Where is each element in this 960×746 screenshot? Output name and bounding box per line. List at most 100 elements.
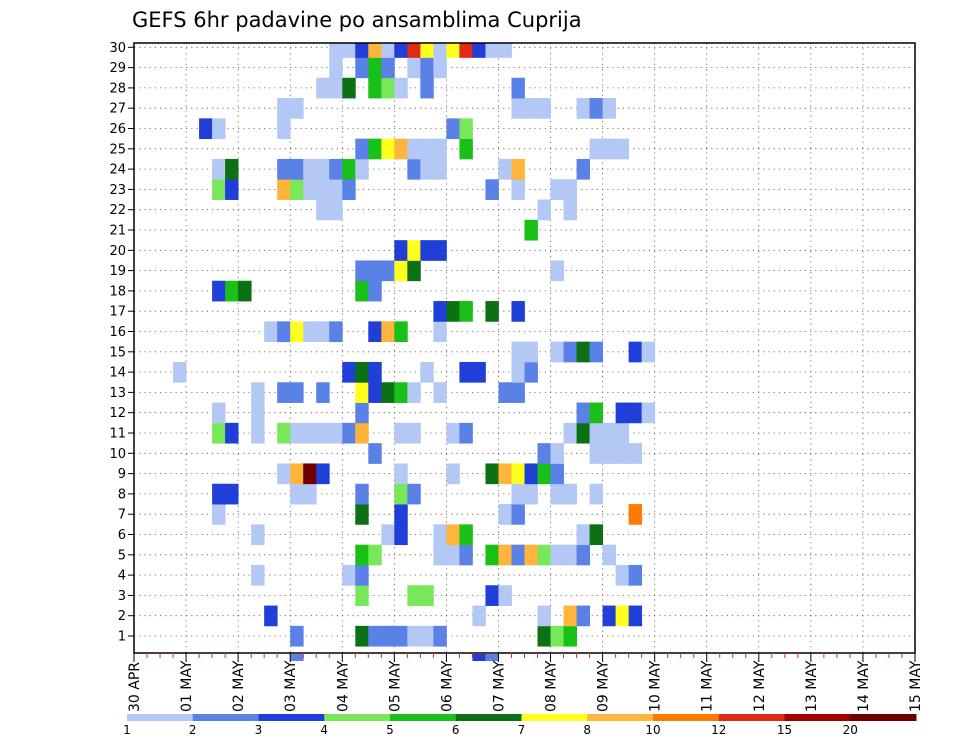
heatmap-cell (433, 158, 447, 180)
heatmap-cell (277, 321, 291, 343)
heatmap-cell (394, 504, 408, 525)
heatmap-cell (342, 158, 356, 180)
heatmap-cell (394, 77, 408, 99)
heatmap-cell (524, 544, 538, 566)
heatmap-cell (589, 402, 603, 424)
heatmap-cell (355, 43, 369, 58)
heatmap-cell (290, 98, 304, 119)
heatmap-cell (420, 43, 434, 58)
heatmap-cell (420, 138, 434, 160)
heatmap-cell (277, 382, 291, 403)
colorbar-label: 8 (583, 723, 591, 737)
heatmap-cell (602, 544, 617, 566)
heatmap-cell (407, 138, 421, 160)
heatmap-cell (368, 361, 382, 383)
heatmap-cell (264, 605, 278, 627)
heatmap-cell (615, 443, 630, 464)
heatmap-cell (329, 422, 343, 444)
heatmap-cell (381, 260, 395, 282)
heatmap-cell (576, 524, 590, 546)
heatmap-cell (615, 605, 630, 627)
heatmap-cell (563, 544, 577, 566)
heatmap-cell (602, 422, 617, 444)
heatmap-cell (407, 422, 421, 444)
heatmap-cell (342, 361, 356, 383)
heatmap-cell (264, 321, 278, 343)
heatmap-cell (329, 199, 343, 221)
y-tick-label: 28 (109, 81, 126, 96)
heatmap-cell (602, 98, 617, 119)
y-tick-label: 27 (109, 102, 126, 117)
heatmap-cell (368, 57, 382, 79)
heatmap-cell (407, 158, 421, 180)
heatmap-cell (355, 402, 369, 424)
heatmap-cell (290, 654, 304, 661)
y-tick-label: 4 (118, 569, 126, 584)
heatmap-cell (511, 463, 525, 485)
heatmap-cell (238, 280, 252, 302)
heatmap-cell (589, 524, 603, 546)
heatmap-cell (303, 463, 317, 485)
x-tick-label: 06 MAY (439, 660, 455, 712)
heatmap-cell (524, 341, 538, 363)
heatmap-cell (420, 625, 434, 647)
x-tick-label: 11 MAY (700, 660, 716, 712)
heatmap-cell (459, 118, 473, 140)
heatmap-cell (459, 301, 473, 322)
heatmap-cell (433, 524, 447, 546)
heatmap-cell (628, 341, 643, 363)
heatmap-cell (615, 564, 630, 586)
heatmap-cell (511, 361, 525, 383)
heatmap-cell (602, 605, 617, 627)
heatmap-cell (316, 158, 330, 180)
heatmap-cell (628, 564, 643, 586)
heatmap-cell (498, 43, 512, 58)
heatmap-cell (355, 138, 369, 160)
heatmap-cell (511, 544, 525, 566)
heatmap-cell (576, 158, 590, 180)
heatmap-cell (459, 544, 473, 566)
heatmap-cell (316, 422, 330, 444)
heatmap-cell (563, 422, 577, 444)
heatmap-cell (589, 483, 603, 505)
heatmap-cell (537, 443, 551, 464)
x-tick-label: 30 APR (127, 662, 143, 712)
heatmap-cell (407, 43, 421, 58)
heatmap-cell (472, 605, 486, 627)
heatmap-cell (225, 483, 239, 505)
heatmap-cell (394, 463, 408, 485)
heatmap-cell (355, 504, 369, 525)
heatmap-cell (355, 382, 369, 403)
y-tick-label: 14 (109, 366, 126, 381)
heatmap-cell (290, 382, 304, 403)
y-tick-label: 10 (109, 447, 126, 462)
heatmap-cell (550, 544, 564, 566)
colorbar-swatch (127, 714, 194, 721)
y-tick-label: 8 (118, 487, 126, 502)
heatmap-cell (602, 138, 617, 160)
heatmap-cell (355, 260, 369, 282)
heatmap-cell (251, 524, 265, 546)
heatmap-cell (303, 179, 317, 200)
heatmap-cell (212, 422, 226, 444)
heatmap-cell (212, 118, 226, 140)
heatmap-cell (563, 179, 577, 200)
heatmap-cell (290, 422, 304, 444)
heatmap-cell (550, 625, 564, 647)
heatmap-cell (537, 544, 551, 566)
heatmap-cell (368, 138, 382, 160)
heatmap-cell (550, 483, 564, 505)
heatmap-cell (550, 341, 564, 363)
heatmap-cell (303, 158, 317, 180)
y-tick-label: 20 (109, 244, 126, 259)
heatmap-cell (511, 483, 525, 505)
heatmap-cell (225, 179, 239, 200)
heatmap-cell (615, 402, 630, 424)
heatmap-cell (563, 625, 577, 647)
heatmap-cell (459, 524, 473, 546)
heatmap-cell (446, 463, 460, 485)
heatmap-cell (381, 321, 395, 343)
heatmap-cell (589, 443, 603, 464)
heatmap-cell (472, 43, 486, 58)
colorbar-swatch (324, 714, 391, 721)
